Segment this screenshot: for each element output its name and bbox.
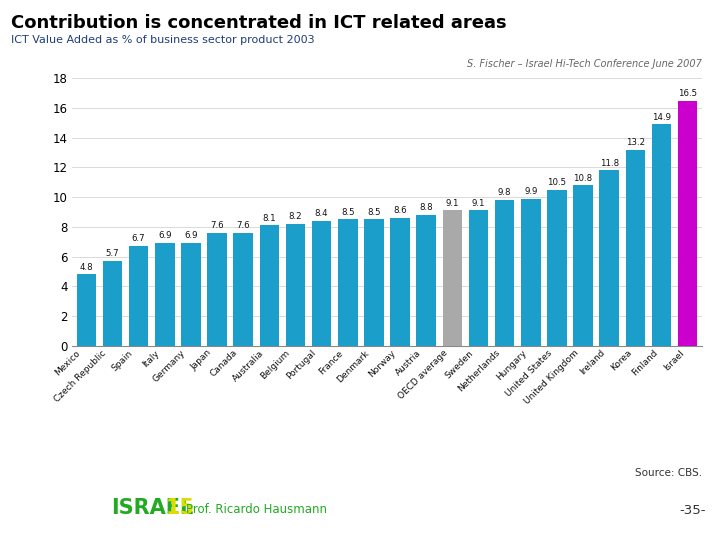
Text: Germany: Germany xyxy=(151,348,187,384)
Text: 10.8: 10.8 xyxy=(574,173,593,183)
Text: Netherlands: Netherlands xyxy=(456,348,502,394)
Text: 8.1: 8.1 xyxy=(263,214,276,222)
Text: Prof. Ricardo Hausmann: Prof. Ricardo Hausmann xyxy=(186,503,327,516)
Bar xyxy=(286,224,305,346)
Text: 7.6: 7.6 xyxy=(236,221,250,230)
Text: 10.5: 10.5 xyxy=(547,178,567,187)
Text: 8.2: 8.2 xyxy=(289,212,302,221)
Text: Ireland: Ireland xyxy=(578,348,607,377)
Text: ICT Value Added as % of business sector product 2003: ICT Value Added as % of business sector … xyxy=(11,35,315,45)
Text: Austria: Austria xyxy=(394,348,423,377)
Text: Denmark: Denmark xyxy=(335,348,371,384)
Bar xyxy=(678,100,698,346)
Text: Japan: Japan xyxy=(189,348,213,373)
Bar xyxy=(469,211,488,346)
Text: 9.1: 9.1 xyxy=(446,199,459,208)
Text: 8.4: 8.4 xyxy=(315,209,328,218)
Text: 8.8: 8.8 xyxy=(419,203,433,212)
Bar xyxy=(76,274,96,346)
Text: Norway: Norway xyxy=(366,348,397,379)
Text: Italy: Italy xyxy=(140,348,161,369)
Bar xyxy=(652,124,671,346)
Text: 6.9: 6.9 xyxy=(158,232,171,240)
Text: 9.8: 9.8 xyxy=(498,188,511,198)
Text: 9.9: 9.9 xyxy=(524,187,537,196)
Bar xyxy=(547,190,567,346)
Text: Hungary: Hungary xyxy=(495,348,528,382)
Bar xyxy=(364,219,384,346)
Bar xyxy=(416,215,436,346)
Bar xyxy=(521,199,541,346)
Text: 4.8: 4.8 xyxy=(80,262,93,272)
Bar xyxy=(129,246,148,346)
Bar xyxy=(181,243,201,346)
Text: United Kingdom: United Kingdom xyxy=(523,348,580,406)
Bar xyxy=(260,225,279,346)
Text: S. Fischer – Israel Hi-Tech Conference June 2007: S. Fischer – Israel Hi-Tech Conference J… xyxy=(467,59,702,69)
Bar xyxy=(312,221,331,346)
Text: 9.1: 9.1 xyxy=(472,199,485,208)
Text: Contribution is concentrated in ICT related areas: Contribution is concentrated in ICT rela… xyxy=(11,14,506,31)
Text: 8.5: 8.5 xyxy=(367,208,381,217)
Text: ISRAEL: ISRAEL xyxy=(112,498,194,518)
Text: Spain: Spain xyxy=(110,348,135,373)
Text: Czech Republic: Czech Republic xyxy=(53,348,108,403)
Text: Belgium: Belgium xyxy=(259,348,292,381)
Bar xyxy=(155,243,175,346)
Text: 6.9: 6.9 xyxy=(184,232,198,240)
Text: 14.9: 14.9 xyxy=(652,113,671,122)
Text: Source: CBS.: Source: CBS. xyxy=(635,468,702,478)
Text: 11.8: 11.8 xyxy=(600,159,618,168)
Text: OECD average: OECD average xyxy=(397,348,449,401)
Text: Korea: Korea xyxy=(608,348,633,373)
Bar xyxy=(103,261,122,346)
Bar xyxy=(495,200,514,346)
Text: Portugal: Portugal xyxy=(285,348,318,381)
Text: 6.7: 6.7 xyxy=(132,234,145,244)
Text: 7.6: 7.6 xyxy=(210,221,224,230)
Bar xyxy=(573,185,593,346)
Text: France: France xyxy=(317,348,344,376)
Text: 8.6: 8.6 xyxy=(393,206,407,215)
Bar xyxy=(443,211,462,346)
Text: 16.5: 16.5 xyxy=(678,89,697,98)
Bar xyxy=(626,150,645,346)
Bar xyxy=(390,218,410,346)
Text: 8.5: 8.5 xyxy=(341,208,355,217)
Bar xyxy=(599,171,619,346)
Bar xyxy=(233,233,253,346)
Text: 13.2: 13.2 xyxy=(626,138,645,147)
Bar xyxy=(207,233,227,346)
Text: Finland: Finland xyxy=(630,348,660,377)
Text: Australia: Australia xyxy=(231,348,266,383)
Text: 15: 15 xyxy=(166,498,194,518)
Text: Israel: Israel xyxy=(662,348,685,372)
Text: Canada: Canada xyxy=(209,348,239,379)
Text: -35-: -35- xyxy=(679,504,706,517)
Bar xyxy=(338,219,358,346)
Text: Sweden: Sweden xyxy=(444,348,476,380)
Text: 5.7: 5.7 xyxy=(106,249,120,258)
Text: Mexico: Mexico xyxy=(53,348,82,377)
Text: United States: United States xyxy=(505,348,554,398)
